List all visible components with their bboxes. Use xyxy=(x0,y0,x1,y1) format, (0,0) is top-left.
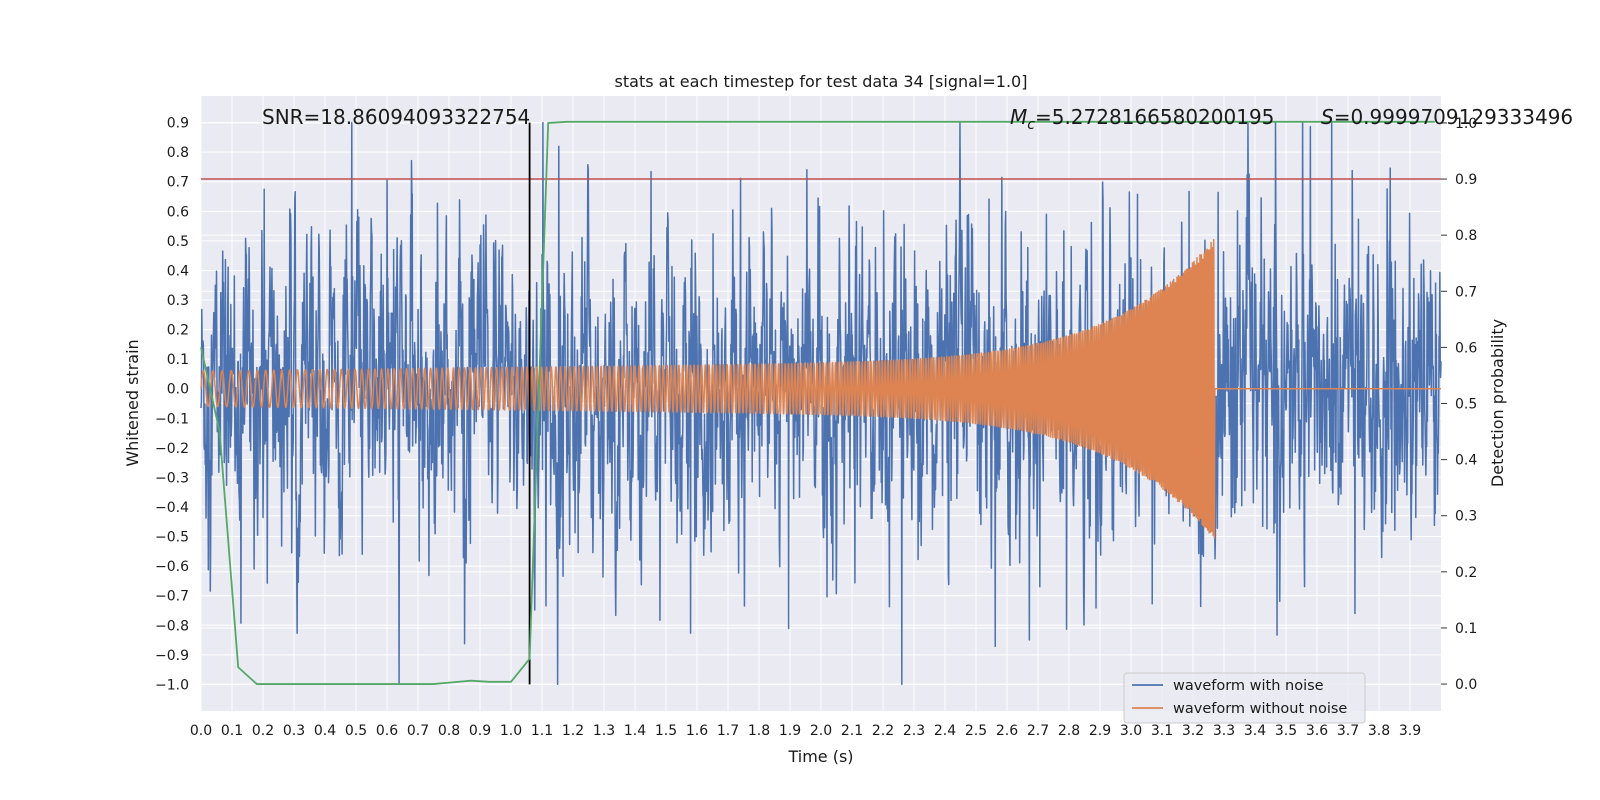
x-tick-label: 3.9 xyxy=(1399,723,1421,739)
x-tick-label: 0.1 xyxy=(221,723,243,739)
y-tick-label-left: 0.1 xyxy=(167,352,189,368)
y-tick-label-right: 0.4 xyxy=(1455,453,1477,469)
y-tick-label-left: 0.7 xyxy=(167,175,189,191)
x-tick-label: 1.1 xyxy=(531,723,553,739)
x-axis-title: Time (s) xyxy=(787,747,853,766)
x-tick-label: 2.7 xyxy=(1027,723,1049,739)
y-tick-label-left: −0.6 xyxy=(155,559,189,575)
x-tick-label: 3.3 xyxy=(1213,723,1235,739)
y-tick-label-right: 1.0 xyxy=(1455,116,1477,132)
series-detection-probability xyxy=(200,120,1435,685)
legend: waveform with noise waveform without noi… xyxy=(1123,672,1366,724)
x-tick-label: 2.2 xyxy=(872,723,894,739)
y-gridlines-left xyxy=(201,122,1441,685)
y-tick-label-left: 0.4 xyxy=(167,263,189,279)
chirp-mass-subscript: c xyxy=(1027,117,1035,133)
y-tick-label-right: 0.9 xyxy=(1455,172,1477,188)
y-tick-label-left: −0.9 xyxy=(155,648,189,664)
chirp-mass-symbol: M xyxy=(1010,105,1027,129)
x-tick-label: 1.2 xyxy=(562,723,584,739)
x-tick-label: 1.4 xyxy=(624,723,646,739)
y-tick-label-left: −0.1 xyxy=(155,411,189,427)
x-tick-label: 1.8 xyxy=(748,723,770,739)
series-waveform-without-noise xyxy=(200,238,1442,539)
y-tick-label-left: −0.8 xyxy=(155,618,189,634)
x-tick-label: 2.8 xyxy=(1058,723,1080,739)
y-tick-label-right: 0.1 xyxy=(1455,621,1477,637)
y-tick-label-left: 0.3 xyxy=(167,293,189,309)
x-tick-label: 3.1 xyxy=(1151,723,1173,739)
x-tick-label: 2.0 xyxy=(810,723,832,739)
x-tick-label: 3.6 xyxy=(1306,723,1328,739)
y-tick-label-left: −0.2 xyxy=(155,441,189,457)
x-tick-label: 2.5 xyxy=(965,723,987,739)
x-tick-label: 0.0 xyxy=(190,723,212,739)
chirp-mass-annotation: Mc=5.2728166580200195 xyxy=(1010,105,1274,133)
x-tick-label: 0.3 xyxy=(283,723,305,739)
y-tick-label-right: 0.8 xyxy=(1455,228,1477,244)
legend-box xyxy=(1123,672,1366,724)
score-annotation: S=0.9999709129333496 xyxy=(1321,105,1573,129)
y-tick-label-left: −0.3 xyxy=(155,470,189,486)
x-tick-label: 1.5 xyxy=(655,723,677,739)
x-tick-label: 3.5 xyxy=(1275,723,1297,739)
score-symbol: S xyxy=(1321,105,1334,129)
x-tick-labels: 0.0 0.1 0.2 0.3 0.4 0.5 0.6 0.7 0.8 0.9 1.0 1.1 1.2 1… xyxy=(190,723,1421,739)
y-tick-label-left: −0.4 xyxy=(155,500,189,516)
x-tick-label: 0.4 xyxy=(314,723,336,739)
y-tick-label-left: 0.8 xyxy=(167,145,189,161)
x-tick-label: 3.4 xyxy=(1244,723,1266,739)
y-axis-title-right: Detection probability xyxy=(1488,319,1507,487)
legend-label-waveform-without-noise: waveform without noise xyxy=(1173,701,1347,717)
x-tick-label: 3.0 xyxy=(1120,723,1142,739)
x-tick-label: 2.6 xyxy=(996,723,1018,739)
y-tick-label-left: 0.0 xyxy=(167,382,189,398)
y-tick-label-left: 0.2 xyxy=(167,323,189,339)
y-tick-label-right: 0.0 xyxy=(1455,677,1477,693)
y-tick-labels-left: 0.9 0.8 0.7 0.6 0.5 0.4 0.3 0.2 0.1 0.0 −0.1 −0.2 −0… xyxy=(155,116,189,694)
x-tick-label: 0.5 xyxy=(345,723,367,739)
x-tick-label: 3.8 xyxy=(1368,723,1390,739)
legend-label-waveform-with-noise: waveform with noise xyxy=(1173,678,1324,694)
y-tick-label-right: 0.7 xyxy=(1455,284,1477,300)
y-tick-label-right: 0.2 xyxy=(1455,565,1477,581)
y-axis-title-left: Whitened strain xyxy=(123,339,142,466)
x-tick-label: 3.7 xyxy=(1337,723,1359,739)
x-tick-label: 3.2 xyxy=(1182,723,1204,739)
chirp-mass-value: =5.2728166580200195 xyxy=(1035,105,1274,129)
y-tick-labels-right: 1.0 0.9 0.8 0.7 0.6 0.5 0.4 0.3 0.2 0.1 0.0 xyxy=(1441,116,1477,693)
x-tick-label: 2.1 xyxy=(841,723,863,739)
x-tick-label: 0.8 xyxy=(438,723,460,739)
x-tick-label: 1.0 xyxy=(500,723,522,739)
x-tick-label: 0.6 xyxy=(376,723,398,739)
x-tick-label: 0.7 xyxy=(407,723,429,739)
y-tick-label-left: 0.6 xyxy=(167,204,189,220)
y-tick-label-left: −0.5 xyxy=(155,530,189,546)
x-tick-label: 2.3 xyxy=(903,723,925,739)
x-tick-label: 0.2 xyxy=(252,723,274,739)
y-tick-label-right: 0.3 xyxy=(1455,509,1477,525)
y-tick-label-left: −1.0 xyxy=(155,677,189,693)
x-tick-label: 1.9 xyxy=(779,723,801,739)
x-tick-label: 2.4 xyxy=(934,723,956,739)
y-tick-label-left: 0.9 xyxy=(167,116,189,132)
snr-annotation: SNR=18.86094093322754 xyxy=(262,105,530,129)
x-tick-label: 1.7 xyxy=(717,723,739,739)
x-tick-label: 1.6 xyxy=(686,723,708,739)
x-tick-label: 0.9 xyxy=(469,723,491,739)
y-tick-label-right: 0.5 xyxy=(1455,397,1477,413)
y-tick-label-left: −0.7 xyxy=(155,589,189,605)
y-tick-label-right: 0.6 xyxy=(1455,340,1477,356)
chart-title: stats at each timestep for test data 34 … xyxy=(615,72,1028,91)
y-tick-label-left: 0.5 xyxy=(167,234,189,250)
x-tick-label: 1.3 xyxy=(593,723,615,739)
score-value: =0.9999709129333496 xyxy=(1334,105,1573,129)
x-tick-label: 2.9 xyxy=(1089,723,1111,739)
